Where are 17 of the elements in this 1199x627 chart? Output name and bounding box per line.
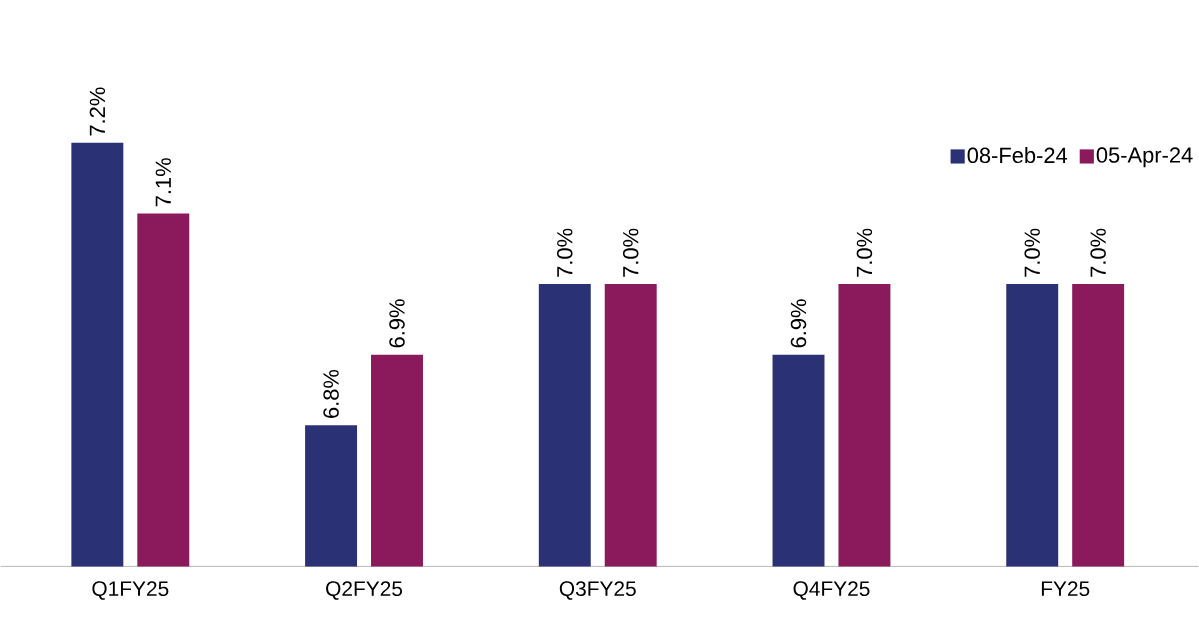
x-tick-label: FY25 bbox=[1041, 581, 1090, 596]
x-tick-label: Q2FY25 bbox=[326, 581, 403, 600]
data-label: 7.2% bbox=[89, 87, 106, 136]
x-tick-label: Q1FY25 bbox=[92, 581, 169, 600]
data-label: 7.1% bbox=[155, 157, 171, 206]
data-label: 6.9% bbox=[790, 299, 807, 348]
x-tick-label: Q4FY25 bbox=[793, 581, 870, 600]
data-label: 6.8% bbox=[323, 369, 339, 418]
data-label: 6.9% bbox=[389, 299, 405, 348]
data-label: 7.0% bbox=[1024, 228, 1040, 277]
data-label: 7.0% bbox=[557, 228, 573, 277]
data-label: 7.0% bbox=[1090, 228, 1106, 277]
data-label: 7.0% bbox=[856, 228, 873, 277]
legend-label: 08-Feb-24 bbox=[967, 146, 1068, 163]
legend-label: 05-Apr-24 bbox=[1096, 147, 1193, 167]
x-tick-label: Q3FY25 bbox=[559, 581, 636, 600]
data-label: 7.0% bbox=[622, 228, 639, 277]
